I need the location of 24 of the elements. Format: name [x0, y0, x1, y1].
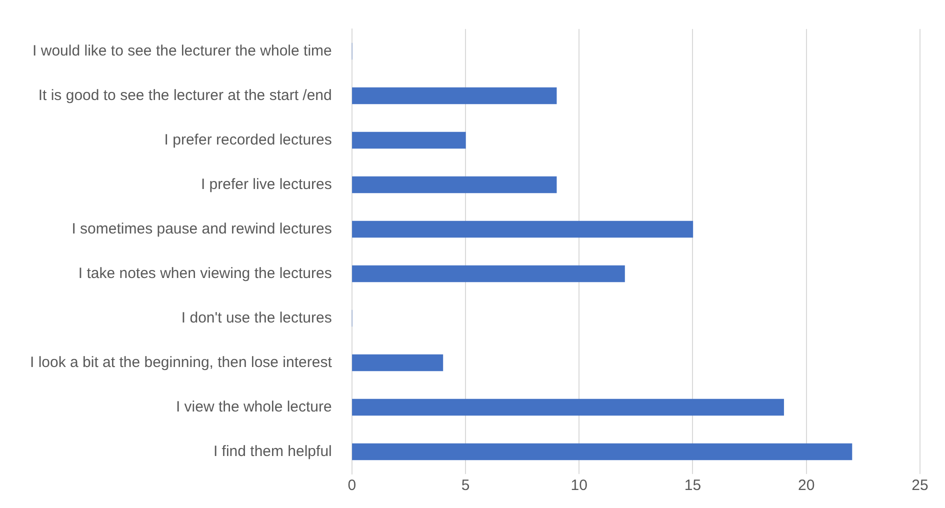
bar — [352, 220, 694, 238]
bar — [352, 354, 444, 372]
y-tick-label: I prefer live lectures — [200, 176, 332, 193]
bar — [352, 132, 466, 149]
y-tick-label: I take notes when viewing the lectures — [78, 264, 332, 282]
x-tick-label: 5 — [461, 477, 470, 494]
y-tick-label: I sometimes pause and rewind lectures — [72, 220, 332, 238]
x-tick-label: 0 — [348, 477, 356, 494]
y-tick-label: I find them helpful — [213, 442, 332, 460]
bar — [352, 176, 557, 194]
x-tick-label: 25 — [912, 477, 928, 494]
bar — [352, 398, 784, 416]
y-tick-label: I view the whole lecture — [176, 398, 332, 416]
bar — [352, 443, 852, 460]
y-tick-label: I don't use the lectures — [181, 309, 332, 326]
bar — [352, 87, 557, 104]
bar — [352, 265, 625, 282]
y-tick-label: It is good to see the lecturer at the start /end — [38, 86, 332, 104]
y-tick-label: I prefer recorded lectures — [164, 131, 332, 148]
x-tick-label: 15 — [684, 477, 702, 494]
y-tick-label: I would like to see the lecturer the whole time — [32, 42, 332, 60]
x-tick-label: 20 — [798, 477, 815, 494]
y-tick-label: I look a bit at the beginning, then lose interest — [30, 354, 333, 371]
x-tick-label: 10 — [570, 477, 588, 494]
